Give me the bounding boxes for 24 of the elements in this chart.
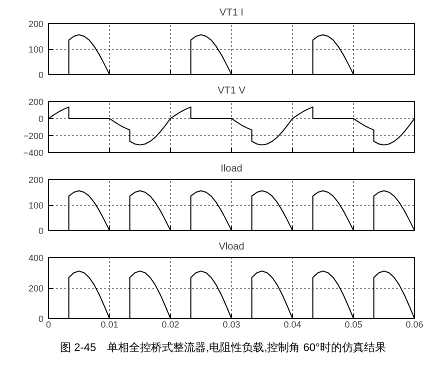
y-tick-label: 200 [28, 19, 44, 29]
y-tick-label: 0 [38, 226, 44, 236]
x-tick-label: 0.05 [344, 320, 362, 330]
y-tick-label: 400 [28, 253, 44, 263]
y-tick-label: 200 [28, 97, 44, 107]
x-tick-label: 0.04 [284, 320, 302, 330]
y-tick-label: 200 [28, 284, 44, 294]
y-tick-label: 100 [28, 200, 44, 210]
chart-title: Vload [218, 242, 244, 252]
chart-title: Iload [220, 164, 242, 174]
y-tick-label: 200 [28, 175, 44, 185]
y-tick-label: −200 [23, 131, 44, 141]
x-tick-label: 0.03 [222, 320, 240, 330]
x-tick-label: 0.06 [406, 320, 424, 330]
y-tick-label: 0 [38, 70, 44, 80]
x-tick-label: 0.01 [100, 320, 118, 330]
y-tick-label: −400 [23, 148, 44, 158]
chart-title: VT1 V [218, 86, 246, 96]
x-tick-label: 0 [46, 320, 52, 330]
y-tick-label: 0 [38, 114, 44, 124]
caption: 图 2-45 单相全控桥式整流器,电阻性负载,控制角 60°时的仿真结果 [60, 341, 386, 356]
y-tick-label: 100 [28, 44, 44, 54]
x-tick-label: 0.02 [162, 320, 180, 330]
chart-title: VT1 I [220, 8, 244, 18]
